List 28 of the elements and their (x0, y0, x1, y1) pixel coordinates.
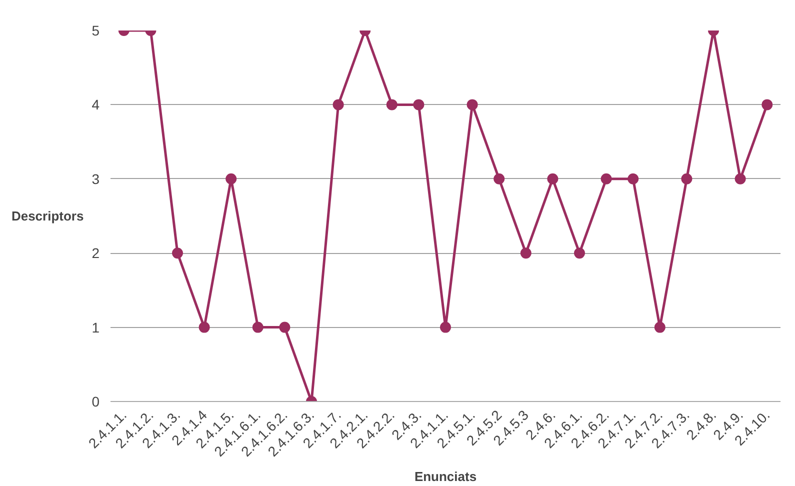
point (628, 173, 639, 184)
point (547, 173, 558, 184)
point (600, 173, 612, 184)
point (172, 248, 183, 259)
point (413, 99, 424, 110)
y-tick-label: 1 (92, 319, 100, 336)
point (734, 173, 746, 184)
point (681, 173, 692, 184)
y-axis-title: Descriptors (11, 208, 84, 224)
point (466, 99, 478, 110)
point (520, 248, 532, 259)
point (198, 322, 210, 333)
point (226, 173, 237, 184)
x-axis-title: Enunciats (414, 468, 477, 484)
y-tick-label: 0 (92, 394, 100, 410)
point (574, 248, 585, 259)
point (332, 99, 344, 110)
point (494, 173, 505, 184)
y-tick-label: 5 (92, 22, 100, 38)
point (279, 322, 290, 333)
point (386, 99, 398, 110)
point (654, 322, 666, 333)
point (440, 322, 451, 333)
point (762, 99, 773, 110)
y-tick-label: 4 (92, 96, 100, 113)
y-tick-label: 2 (92, 245, 100, 262)
y-tick-label: 3 (92, 170, 100, 187)
point (252, 322, 264, 333)
